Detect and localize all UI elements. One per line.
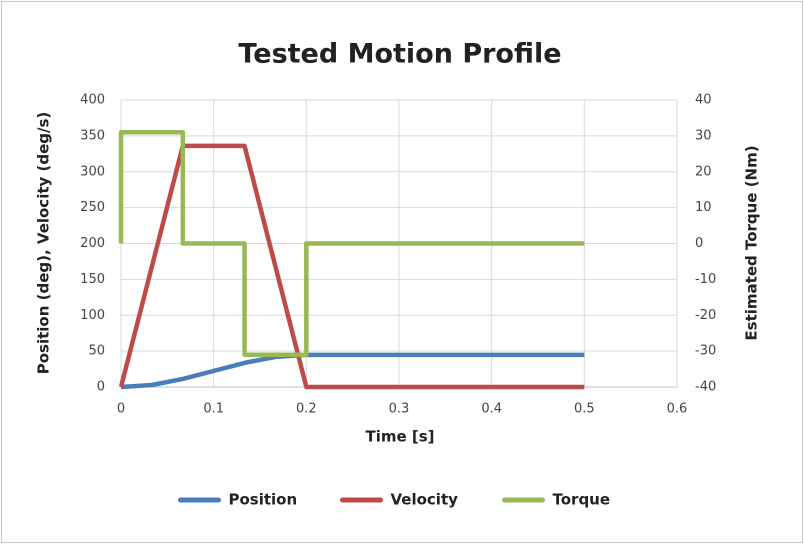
y-tick-label: 400: [80, 93, 105, 108]
legend-label: Position: [229, 491, 298, 509]
y-tick-label: 50: [88, 344, 105, 359]
x-tick-label: 0.5: [574, 402, 595, 417]
y-tick-label: 150: [80, 272, 105, 287]
y-tick-label: 300: [80, 164, 105, 179]
series-line: [118, 130, 585, 357]
x-tick-label: 0.6: [667, 402, 688, 417]
y2-tick-label: -30: [695, 344, 716, 359]
chart-title: Tested Motion Profile: [238, 39, 561, 70]
legend-label: Velocity: [391, 491, 459, 509]
y-tick-label: 100: [80, 308, 105, 323]
y2-tick-label: -10: [695, 272, 716, 287]
y2-axis-label: Estimated Torque (Nm): [743, 145, 761, 340]
y-axis-label: Position (deg), Velocity (deg/s): [35, 112, 53, 375]
y-tick-label: 350: [80, 128, 105, 143]
y2-tick-label: 10: [695, 200, 712, 215]
y-tick-label: 0: [97, 380, 105, 395]
x-tick-label: 0.1: [203, 402, 224, 417]
y-tick-label: 200: [80, 236, 105, 251]
y2-tick-label: 20: [695, 164, 712, 179]
y2-tick-label: 30: [695, 128, 712, 143]
x-tick-label: 0: [117, 402, 125, 417]
y-tick-label: 250: [80, 200, 105, 215]
y2-tick-label: -40: [695, 380, 716, 395]
legend-label: Torque: [553, 491, 611, 509]
x-tick-label: 0.3: [389, 402, 410, 417]
y2-tick-label: 0: [695, 236, 703, 251]
x-tick-label: 0.4: [481, 402, 502, 417]
y2-tick-label: -20: [695, 308, 716, 323]
y2-tick-label: 40: [695, 93, 712, 108]
series-line: [118, 143, 585, 390]
x-tick-label: 0.2: [296, 402, 317, 417]
x-axis-label: Time [s]: [365, 428, 434, 446]
